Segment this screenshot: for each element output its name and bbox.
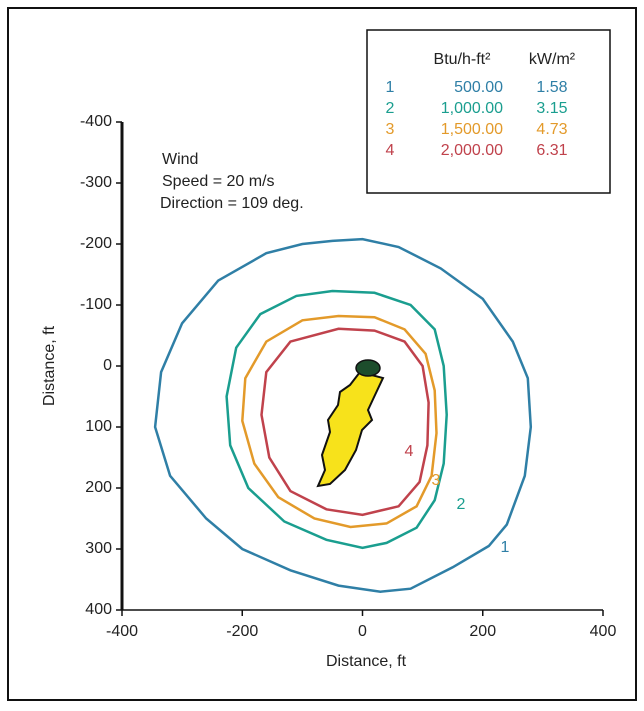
y-tick-label: -400: [80, 113, 112, 130]
legend-kw: 6.31: [536, 142, 567, 159]
contour-line: [225, 289, 448, 550]
contour-label: 4: [405, 443, 414, 460]
annotation: Direction = 109 deg.: [160, 195, 304, 212]
x-tick-label: -400: [106, 623, 138, 640]
legend-name: 1: [386, 79, 395, 96]
legend-header: Btu/h-ft²: [434, 51, 492, 68]
legend-header: kW/m²: [529, 51, 576, 68]
y-tick-label: -300: [80, 174, 112, 191]
legend-name: 4: [386, 142, 395, 159]
y-tick-label: 300: [85, 540, 112, 557]
y-axis-label: Distance, ft: [41, 325, 58, 406]
contour-label: 1: [501, 539, 510, 556]
contour-line: [153, 237, 533, 593]
y-tick-label: 0: [103, 357, 112, 374]
legend-box: [366, 29, 611, 194]
y-tick-label: 100: [85, 418, 112, 435]
contour-line: [260, 327, 430, 517]
x-tick-label: 400: [590, 623, 617, 640]
contour-label: 3: [432, 472, 441, 489]
legend-name: 2: [386, 100, 395, 117]
y-tick-label: 400: [85, 601, 112, 618]
frame: [7, 7, 637, 701]
legend-kw: 1.58: [536, 79, 567, 96]
flame-tip: [355, 359, 381, 377]
contour-line: [241, 314, 438, 529]
legend-btu: 1,000.00: [441, 100, 503, 117]
x-tick-label: 200: [469, 623, 496, 640]
contour-label: 2: [457, 496, 466, 513]
legend-btu: 1,500.00: [441, 121, 503, 138]
x-axis-label: Distance, ft: [326, 653, 407, 670]
x-tick-label: 0: [358, 623, 367, 640]
legend-kw: 3.15: [536, 100, 567, 117]
annotation: Speed = 20 m/s: [162, 173, 275, 190]
x-tick-label: -200: [226, 623, 258, 640]
y-tick-label: 200: [85, 479, 112, 496]
legend-btu: 2,000.00: [441, 142, 503, 159]
y-tick-label: -200: [80, 235, 112, 252]
legend-name: 3: [386, 121, 395, 138]
y-tick-label: -100: [80, 296, 112, 313]
plot: [153, 237, 533, 593]
legend-btu: 500.00: [454, 79, 503, 96]
annotation: Wind: [162, 151, 198, 168]
flame: [316, 370, 385, 488]
legend-kw: 4.73: [536, 121, 567, 138]
